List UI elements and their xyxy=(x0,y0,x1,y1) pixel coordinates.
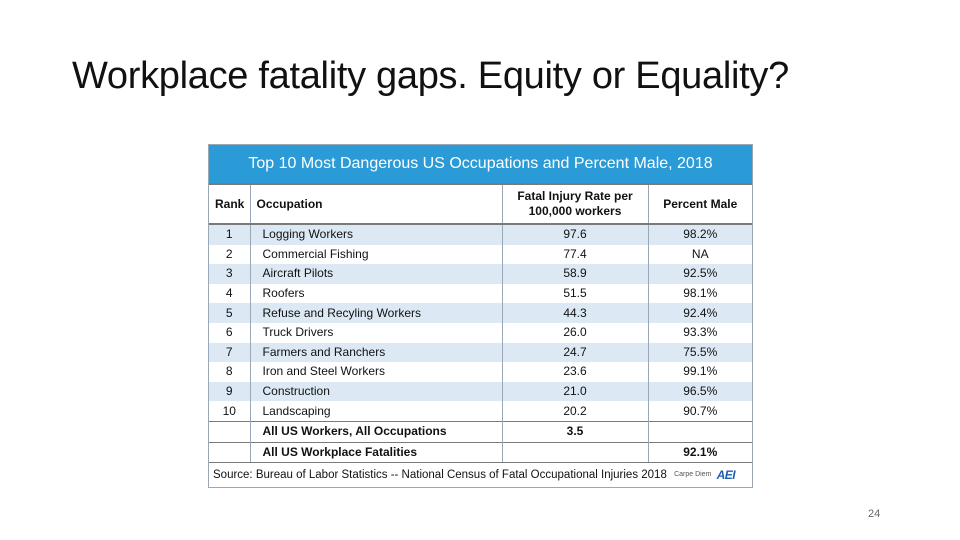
occupation-cell: Farmers and Ranchers xyxy=(250,342,503,363)
occupation-cell: Iron and Steel Workers xyxy=(250,362,503,382)
aei-logo: AEI xyxy=(716,468,736,483)
table-row: 5 Refuse and Recyling Workers 44.3 92.4% xyxy=(209,303,752,323)
percent-male-cell: 75.5% xyxy=(648,342,752,363)
rate-cell: 44.3 xyxy=(502,303,649,323)
column-header-rate: Fatal Injury Rate per 100,000 workers xyxy=(502,185,649,225)
column-header-percent-male: Percent Male xyxy=(648,185,752,225)
rank-cell: 9 xyxy=(209,381,251,402)
rate-cell: 20.2 xyxy=(502,401,649,422)
table-row: 8 Iron and Steel Workers 23.6 99.1% xyxy=(209,362,752,382)
occupation-cell: Landscaping xyxy=(250,401,503,422)
rate-cell: 23.6 xyxy=(502,362,649,382)
occupations-table: Top 10 Most Dangerous US Occupations and… xyxy=(208,144,753,489)
occupation-cell: Logging Workers xyxy=(250,224,503,245)
table-row: 7 Farmers and Ranchers 24.7 75.5% xyxy=(209,342,752,363)
rank-cell: 8 xyxy=(209,362,251,382)
occupation-cell: Truck Drivers xyxy=(250,322,503,343)
occupation-cell: Commercial Fishing xyxy=(250,244,503,265)
percent-male-cell: 96.5% xyxy=(648,381,752,402)
slide-title: Workplace fatality gaps. Equity or Equal… xyxy=(72,55,789,97)
rank-cell: 3 xyxy=(209,264,251,284)
rate-cell: 51.5 xyxy=(502,283,649,304)
rate-cell: 58.9 xyxy=(502,264,649,284)
summary-row: All US Workers, All Occupations 3.5 xyxy=(209,420,752,443)
summary-rank-cell xyxy=(209,441,251,463)
percent-male-cell: 90.7% xyxy=(648,401,752,422)
percent-male-cell: 92.4% xyxy=(648,303,752,323)
column-header-rank: Rank xyxy=(209,185,251,225)
percent-male-cell: 93.3% xyxy=(648,322,752,343)
column-header-occupation: Occupation xyxy=(250,185,503,225)
percent-male-cell: 98.1% xyxy=(648,283,752,304)
percent-male-cell: 98.2% xyxy=(648,224,752,245)
summary-rate-cell: 3.5 xyxy=(502,420,649,443)
table-header: Top 10 Most Dangerous US Occupations and… xyxy=(209,145,752,185)
data-table: Rank Occupation Fatal Injury Rate per 10… xyxy=(209,185,752,463)
rate-cell: 24.7 xyxy=(502,342,649,363)
table-row: 9 Construction 21.0 96.5% xyxy=(209,381,752,402)
rank-cell: 2 xyxy=(209,244,251,265)
rank-cell: 10 xyxy=(209,401,251,422)
rate-cell: 77.4 xyxy=(502,244,649,265)
column-header-row: Rank Occupation Fatal Injury Rate per 10… xyxy=(209,185,752,225)
column-header-rate-line1: Fatal Injury Rate per xyxy=(517,189,633,203)
percent-male-cell: 99.1% xyxy=(648,362,752,382)
rank-cell: 6 xyxy=(209,322,251,343)
table-row: 10 Landscaping 20.2 90.7% xyxy=(209,401,752,422)
summary-label-cell: All US Workplace Fatalities xyxy=(250,441,503,463)
column-header-rate-line2: 100,000 workers xyxy=(528,204,622,218)
rank-cell: 4 xyxy=(209,283,251,304)
summary-percent-male-cell: 92.1% xyxy=(648,441,752,463)
occupation-cell: Refuse and Recyling Workers xyxy=(250,303,503,323)
occupation-cell: Construction xyxy=(250,381,503,402)
summary-row: All US Workplace Fatalities 92.1% xyxy=(209,441,752,463)
occupation-cell: Roofers xyxy=(250,283,503,304)
summary-rank-cell xyxy=(209,420,251,443)
percent-male-cell: NA xyxy=(648,244,752,265)
table-row: 1 Logging Workers 97.6 98.2% xyxy=(209,224,752,245)
table-body: 1 Logging Workers 97.6 98.2% 2 Commercial Fis… xyxy=(209,224,752,463)
percent-male-cell: 92.5% xyxy=(648,264,752,284)
source-line: Source: Bureau of Labor Statistics -- Na… xyxy=(209,462,752,487)
rate-cell: 21.0 xyxy=(502,381,649,402)
summary-percent-male-cell xyxy=(648,420,752,443)
table-row: 4 Roofers 51.5 98.1% xyxy=(209,283,752,304)
table-row: 2 Commercial Fishing 77.4 NA xyxy=(209,244,752,265)
rate-cell: 97.6 xyxy=(502,224,649,245)
table-row: 6 Truck Drivers 26.0 93.3% xyxy=(209,322,752,343)
rate-cell: 26.0 xyxy=(502,322,649,343)
summary-label-cell: All US Workers, All Occupations xyxy=(250,420,503,443)
page-number: 24 xyxy=(868,508,881,520)
rank-cell: 7 xyxy=(209,342,251,363)
brand-text: Carpe Diem xyxy=(674,471,712,479)
rank-cell: 5 xyxy=(209,303,251,323)
summary-rate-cell xyxy=(502,441,649,463)
table-row: 3 Aircraft Pilots 58.9 92.5% xyxy=(209,264,752,284)
occupation-cell: Aircraft Pilots xyxy=(250,264,503,284)
rank-cell: 1 xyxy=(209,224,251,245)
source-text: Source: Bureau of Labor Statistics -- Na… xyxy=(213,469,667,482)
